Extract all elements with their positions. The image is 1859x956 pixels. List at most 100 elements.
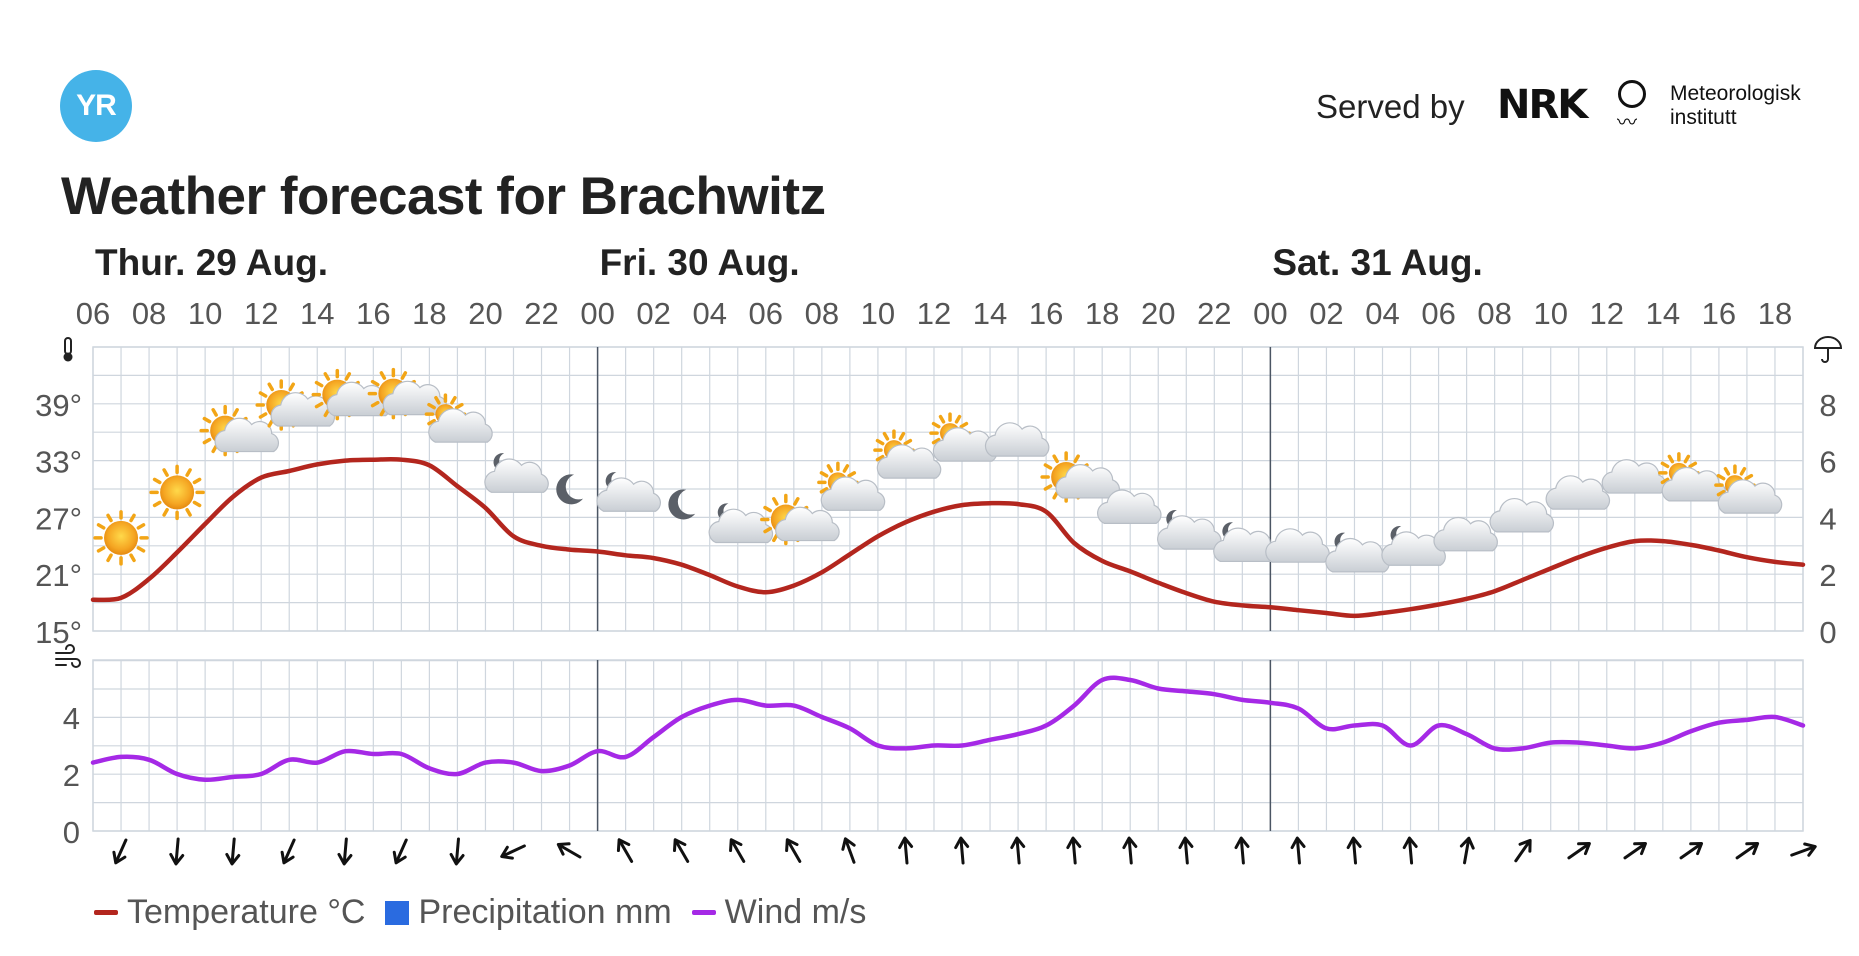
legend-wind-label: Wind m/s [724,893,867,931]
wind-direction-arrow-icon [556,842,582,859]
nrk-logo[interactable]: NRK [1497,82,1588,128]
weather-symbol-partlycloudy-day-icon [929,412,998,462]
x-tick-label: 00 [1253,296,1287,331]
legend-temperature[interactable]: Temperature °C [94,893,365,932]
x-tick-label: 06 [1421,296,1455,331]
x-tick-label: 18 [1085,296,1119,331]
wind-direction-arrow-icon [1679,842,1704,860]
x-tick-label: 16 [356,296,390,331]
wind-direction-arrow-icon [1402,836,1418,865]
x-tick-label: 20 [1141,296,1175,331]
wind-direction-arrow-icon [169,837,185,866]
weather-symbol-partlycloudy-day-icon [873,429,942,479]
day-label: Sat. 31 Aug. [1272,242,1482,283]
legend-precipitation-label: Precipitation mm [418,893,672,931]
x-tick-label: 16 [1029,296,1063,331]
weather-symbol-fair-day-icon [199,404,280,457]
weather-symbol-cloudy-icon [1545,475,1611,510]
wind-icon [55,644,81,668]
x-tick-label: 08 [1477,296,1511,331]
x-tick-label: 10 [861,296,895,331]
wind-direction-arrow-icon [280,838,296,865]
wind-direction-arrow-icon [1234,836,1250,865]
wind-line [90,675,1806,783]
wind-direction-arrow-icon [500,844,526,860]
served-by-label: Served by [1316,88,1465,125]
day-label: Fri. 30 Aug. [600,242,800,283]
met-logo-text-line-1: Meteorologisk [1670,82,1801,105]
wind-direction-arrow-icon [1567,842,1591,860]
weather-symbol-cloudy-icon [1265,528,1330,563]
x-tick-label: 02 [636,296,670,331]
wind-direction-arrow-icon [1623,842,1647,860]
x-tick-label: 18 [1758,296,1792,331]
wind-axis-tick: 2 [63,758,80,793]
wind-direction-arrow-icon [1459,836,1475,865]
weather-symbol-partlycloudy-night-icon [596,472,662,512]
x-tick-label: 16 [1702,296,1736,331]
wind-direction-arrow-icon [1735,842,1760,860]
weather-symbol-partlycloudy-night-icon [1325,532,1390,573]
x-tick-label: 12 [917,296,951,331]
wind-axis-tick: 0 [63,815,80,850]
day-label: Thur. 29 Aug. [95,242,328,283]
x-tick-label: 06 [749,296,783,331]
legend-wind[interactable]: Wind m/s [691,893,867,932]
weather-symbol-partlycloudy-night-icon [1213,522,1278,563]
weather-symbol-fair-day-icon [1040,451,1121,503]
temperature-axis-tick: 33° [35,445,82,480]
x-tick-label: 12 [1590,296,1624,331]
wind-direction-arrow-icon [898,836,914,865]
precipitation-axis-tick: 4 [1819,501,1836,536]
weather-symbol-cloudy-icon [1489,498,1555,533]
chart-legend: Temperature °C Precipitation mm Wind m/s [94,893,886,932]
wind-direction-arrow-icon [1346,836,1362,865]
weather-symbol-partlycloudy-day-icon [1658,452,1727,502]
wind-direction-arrow-icon [112,838,128,865]
x-tick-label: 18 [412,296,446,331]
wind-direction-arrow-icon [1122,836,1138,865]
weather-symbol-fair-day-icon [311,368,392,421]
weather-symbol-partlycloudy-night-icon [484,453,549,493]
met-logo-text-line-2: institutt [1670,106,1737,129]
weather-symbol-partlycloudy-night-icon [708,503,774,544]
weather-symbol-cloudy-icon [984,422,1050,457]
legend-wind-swatch [691,910,716,915]
x-tick-label: 14 [973,296,1007,331]
weather-symbol-partlycloudy-day-icon [817,461,886,511]
wind-direction-arrow-icon [729,838,746,863]
weather-symbol-clearsky-night-icon [668,489,696,520]
weather-symbol-cloudy-icon [1097,489,1162,524]
legend-temperature-swatch [94,910,118,915]
x-tick-label: 14 [1646,296,1680,331]
precipitation-axis-tick: 0 [1819,615,1836,650]
weather-symbols [93,367,1783,573]
wind-direction-arrow-icon [672,838,690,863]
x-tick-label: 22 [1197,296,1231,331]
wind-frame [92,659,1804,832]
chart-axes: Thur. 29 Aug. Fri. 30 Aug. Sat. 31 Aug. 06 0… [35,242,1843,850]
x-tick-label: 10 [1533,296,1567,331]
legend-precipitation[interactable]: Precipitation mm [385,893,672,932]
weather-symbol-partlycloudy-day-icon [424,393,493,443]
wind-direction-arrow-icon [785,838,802,863]
wind-direction-arrow-icon [1514,838,1532,863]
wind-direction-arrow-icon [225,837,241,866]
x-tick-label: 04 [692,296,726,331]
wind-axis-tick: 4 [63,701,80,736]
thermometer-icon [63,337,73,362]
yr-logo[interactable]: YR [60,70,132,142]
x-tick-label: 02 [1309,296,1343,331]
legend-precipitation-swatch [385,900,410,925]
weather-symbol-cloudy-icon [1601,459,1667,494]
x-tick-label: 10 [188,296,222,331]
x-tick-label: 14 [300,296,334,331]
page-title: Weather forecast for Brachwitz [61,167,826,226]
temperature-frame [92,346,1804,632]
wind-direction-arrow-icon [1790,842,1817,857]
wind-direction-arrows [112,836,1817,866]
precipitation-axis-tick: 2 [1819,558,1836,593]
chart-grid [92,346,1804,832]
met-institute-logo[interactable]: 〰 Meteorologisk institutt [1617,80,1818,136]
